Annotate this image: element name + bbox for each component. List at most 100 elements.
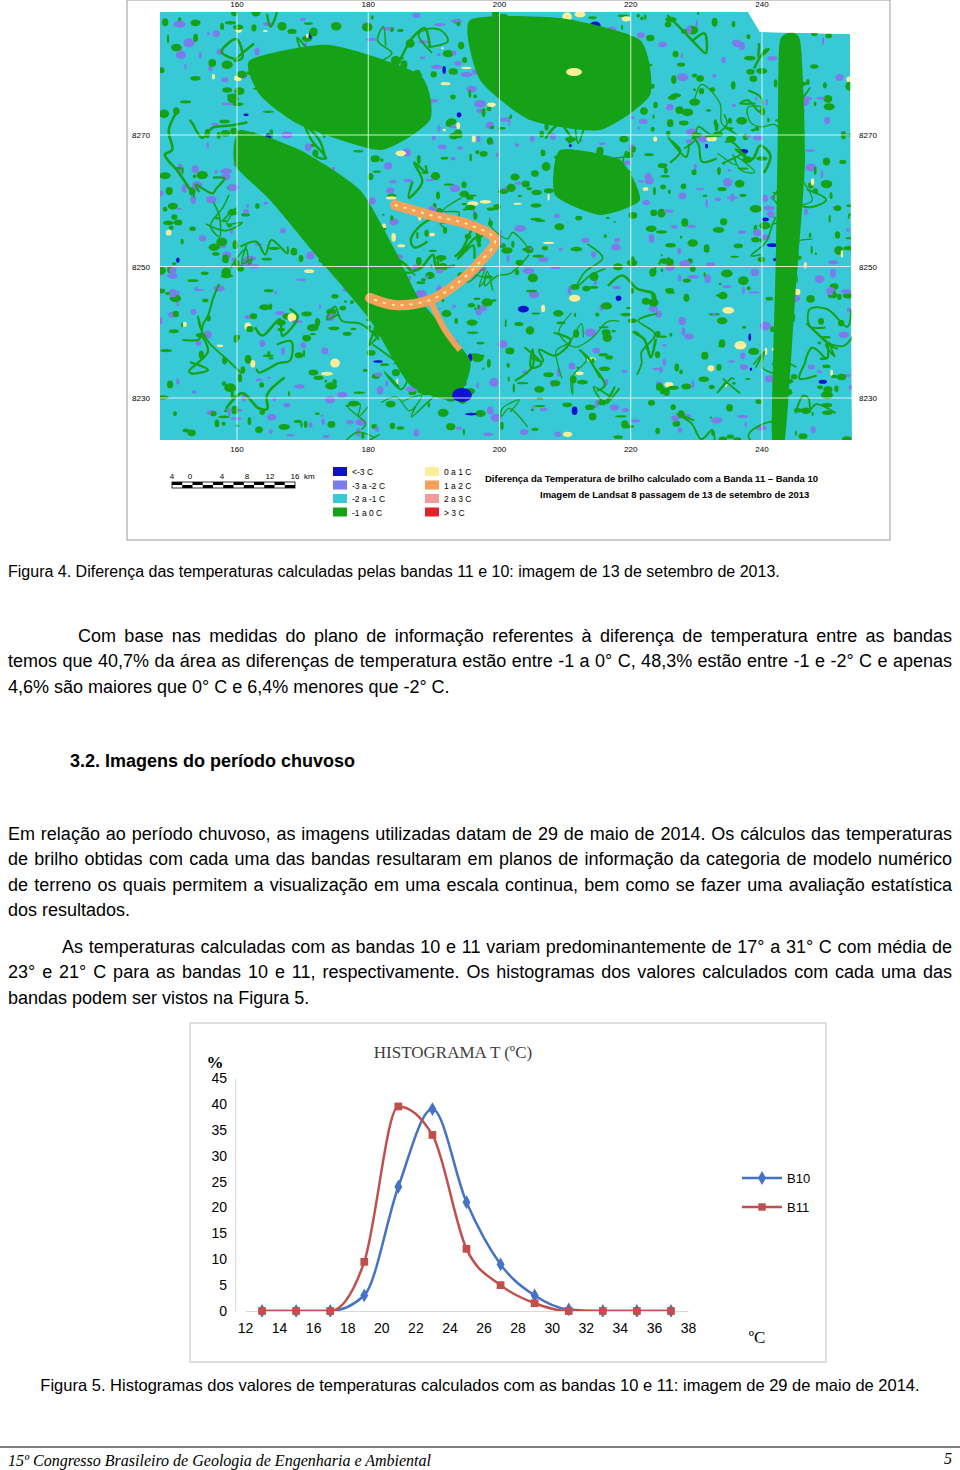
map-thread bbox=[799, 348, 825, 380]
map-thread bbox=[807, 323, 834, 359]
map-patch bbox=[299, 255, 304, 262]
y-tick-label: 45 bbox=[211, 1070, 227, 1086]
map-patch bbox=[830, 269, 836, 278]
paragraph: Em relação ao período chuvoso, as imagen… bbox=[8, 822, 952, 923]
map-patch bbox=[742, 286, 745, 294]
legend-label: B10 bbox=[787, 1171, 810, 1186]
map-patch bbox=[809, 233, 812, 239]
y-tick-label: 25 bbox=[211, 1174, 227, 1190]
map-patch bbox=[321, 418, 325, 424]
map-patch bbox=[475, 150, 479, 154]
map-patch bbox=[719, 283, 722, 286]
map-patch bbox=[643, 187, 649, 191]
map-patch bbox=[636, 14, 640, 18]
map-patch bbox=[675, 106, 683, 114]
map-patch bbox=[746, 34, 750, 39]
map-patch bbox=[246, 204, 249, 208]
scale-bar-segment bbox=[182, 485, 192, 488]
map-patch bbox=[346, 420, 353, 425]
map-patch bbox=[487, 106, 492, 111]
map-patch bbox=[520, 429, 529, 435]
map-thread bbox=[484, 254, 529, 290]
map-patch bbox=[425, 272, 435, 279]
map-patch bbox=[176, 51, 186, 59]
map-patch bbox=[575, 216, 582, 221]
map-patch bbox=[450, 95, 456, 100]
map-title: Diferença da Temperatura de brilho calcu… bbox=[485, 473, 818, 484]
map-patch bbox=[821, 180, 833, 188]
map-patch bbox=[615, 415, 626, 417]
scale-bar-segment bbox=[213, 482, 223, 485]
map-patch bbox=[414, 429, 420, 437]
series-marker bbox=[667, 1307, 675, 1315]
map-reservoir bbox=[370, 205, 495, 305]
map-forest bbox=[772, 32, 805, 452]
map-patch bbox=[831, 375, 837, 378]
map-patch bbox=[668, 189, 671, 194]
map-patch bbox=[732, 104, 737, 107]
map-patch bbox=[468, 89, 471, 97]
map-patch bbox=[798, 433, 807, 439]
map-patch bbox=[251, 8, 260, 17]
map-patch bbox=[834, 385, 838, 391]
map-thread bbox=[408, 163, 426, 198]
map-patch bbox=[181, 239, 184, 245]
chart-title: HISTOGRAMA T (ºC) bbox=[374, 1043, 532, 1062]
map-patch bbox=[417, 155, 421, 164]
map-patch bbox=[192, 165, 199, 173]
map-patch bbox=[622, 16, 631, 21]
map-patch bbox=[770, 19, 781, 25]
map-patch bbox=[681, 183, 687, 189]
series-marker bbox=[463, 1245, 471, 1253]
map-patch bbox=[286, 434, 294, 436]
map-patch bbox=[353, 150, 363, 152]
map-patch bbox=[817, 385, 823, 389]
scale-bar-segment bbox=[234, 482, 244, 485]
map-patch bbox=[215, 170, 218, 173]
series-marker bbox=[428, 1102, 436, 1116]
map-patch bbox=[465, 413, 477, 416]
map-grid-line bbox=[160, 135, 852, 136]
map-patch bbox=[513, 203, 521, 205]
map-patch bbox=[637, 32, 645, 38]
x-tick-label: 28 bbox=[510, 1320, 526, 1336]
figure-caption: Figura 4. Diferença das temperaturas cal… bbox=[8, 561, 780, 583]
map-patch bbox=[246, 326, 253, 332]
map-patch bbox=[476, 342, 484, 345]
series-marker bbox=[497, 1281, 505, 1289]
page-number: 5 bbox=[944, 1450, 952, 1467]
map-patch bbox=[385, 380, 388, 387]
map-patch bbox=[456, 427, 462, 430]
y-tick: 5 bbox=[219, 1277, 235, 1293]
map-patch bbox=[758, 257, 765, 263]
x-tick: 18 bbox=[340, 1311, 356, 1336]
map-patch bbox=[331, 294, 338, 299]
map-patch bbox=[819, 380, 827, 384]
map-patch bbox=[167, 380, 173, 388]
x-tick-label: 34 bbox=[613, 1320, 629, 1336]
map-patch bbox=[449, 68, 458, 74]
paragraph: Com base nas medidas do plano de informa… bbox=[8, 624, 952, 700]
scale-bar-frame bbox=[172, 482, 295, 488]
map-patch bbox=[678, 428, 683, 433]
map-patch bbox=[622, 370, 628, 373]
map-thread bbox=[753, 351, 775, 374]
map-patch bbox=[248, 417, 252, 425]
map-patch bbox=[804, 262, 807, 269]
map-patch bbox=[717, 317, 728, 324]
map-patch bbox=[518, 195, 522, 197]
map-patch bbox=[621, 408, 629, 412]
x-tick-label: 32 bbox=[578, 1320, 594, 1336]
map-patch bbox=[163, 207, 168, 212]
map-patch bbox=[454, 61, 461, 66]
map-thread bbox=[723, 138, 742, 164]
map-thread bbox=[677, 414, 715, 450]
map-patch bbox=[461, 67, 471, 69]
map-patch bbox=[575, 11, 586, 17]
map-patch bbox=[300, 17, 306, 21]
map-patch bbox=[731, 256, 739, 258]
map-patch bbox=[416, 257, 422, 266]
map-patch bbox=[569, 144, 572, 147]
map-patch bbox=[740, 352, 745, 359]
map-patch bbox=[420, 56, 426, 59]
